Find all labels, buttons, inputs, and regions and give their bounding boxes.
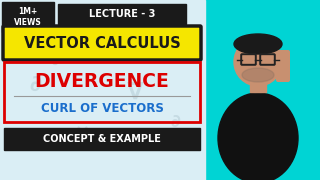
Text: 3: 3	[3, 130, 21, 154]
Text: ∇: ∇	[127, 80, 143, 104]
Text: ∫: ∫	[52, 46, 64, 64]
Text: ∑: ∑	[148, 42, 163, 62]
Bar	[58, 4, 186, 24]
Ellipse shape	[234, 34, 282, 54]
Text: DIVERGENCE: DIVERGENCE	[35, 71, 169, 91]
Ellipse shape	[218, 93, 298, 180]
Circle shape	[234, 38, 282, 86]
Bar	[0, 0, 205, 180]
FancyBboxPatch shape	[3, 26, 201, 60]
Text: ×: ×	[75, 123, 90, 141]
Text: LECTURE - 3: LECTURE - 3	[89, 9, 155, 19]
Text: F: F	[99, 13, 111, 31]
Bar	[2, 2, 54, 32]
Text: ∂: ∂	[29, 75, 41, 95]
Bar	[4, 62, 200, 122]
FancyBboxPatch shape	[276, 50, 290, 82]
Bar	[200, 0, 320, 180]
Text: CURL OF VECTORS: CURL OF VECTORS	[41, 102, 164, 114]
Text: ∇: ∇	[2, 16, 22, 44]
Bar	[4, 128, 200, 150]
Text: 1M+
VIEWS: 1M+ VIEWS	[14, 7, 42, 27]
Bar	[250, 76, 266, 92]
Text: CONCEPT & EXAMPLE: CONCEPT & EXAMPLE	[43, 134, 161, 144]
Ellipse shape	[242, 68, 274, 82]
Text: VECTOR CALCULUS: VECTOR CALCULUS	[24, 35, 180, 51]
Text: ∂: ∂	[170, 113, 180, 131]
